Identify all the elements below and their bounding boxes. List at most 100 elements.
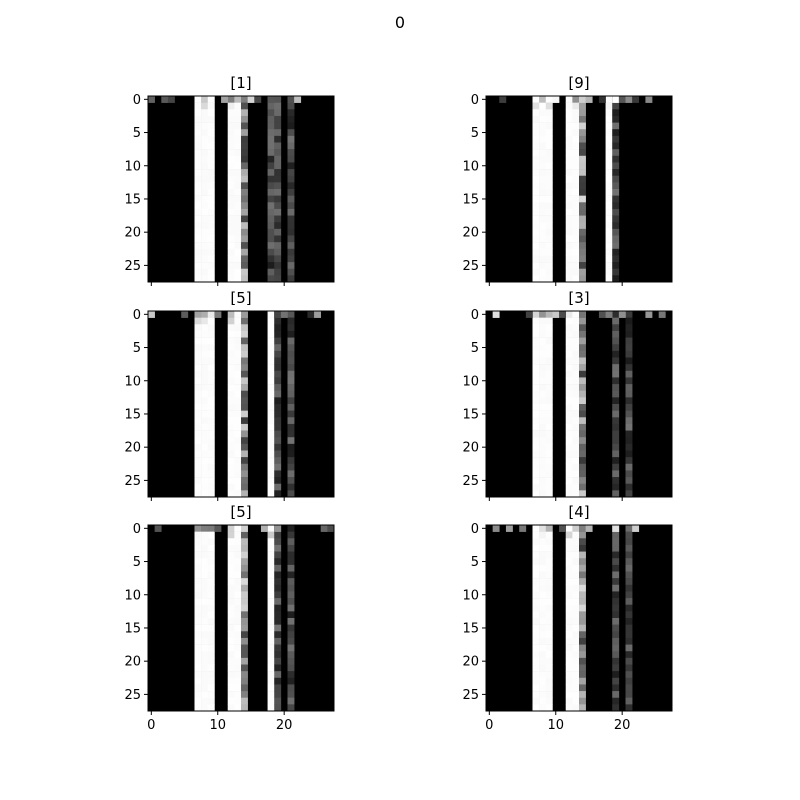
heatmap-cell	[241, 182, 248, 190]
heatmap-cell	[625, 324, 633, 332]
heatmap-cell	[565, 162, 573, 170]
heatmap-cell	[539, 410, 547, 418]
heatmap-cell	[532, 129, 540, 137]
heatmap-cell	[241, 571, 248, 579]
heatmap-cell	[579, 235, 586, 243]
heatmap-cell	[274, 202, 282, 210]
heatmap-cell	[565, 457, 573, 465]
heatmap-cell	[572, 631, 580, 639]
heatmap-cell	[227, 337, 235, 345]
heatmap-cell	[532, 228, 540, 236]
heatmap-cell	[579, 525, 586, 532]
heatmap-cell	[572, 370, 580, 378]
heatmap-cell	[579, 644, 586, 652]
heatmap-cell	[539, 684, 547, 692]
heatmap-cell	[579, 122, 586, 130]
heatmap-cell	[227, 397, 235, 405]
heatmap-cell	[227, 490, 235, 498]
heatmap-cell	[565, 691, 573, 699]
heatmap-cell	[612, 162, 620, 170]
heatmap-cell	[267, 664, 275, 672]
heatmap-cell	[532, 317, 540, 325]
heatmap-cell	[532, 350, 540, 358]
heatmap-cell	[545, 490, 553, 498]
heatmap-cell	[565, 684, 573, 692]
y-tick-label: 5	[133, 126, 141, 141]
heatmap-cell	[612, 531, 620, 539]
heatmap-cell	[612, 671, 620, 679]
heatmap-cell	[287, 370, 295, 378]
heatmap-cell	[234, 604, 242, 612]
heatmap-cell	[605, 129, 613, 137]
heatmap-cell	[227, 571, 235, 579]
heatmap-cell	[579, 457, 586, 465]
y-tick-label: 10	[124, 588, 141, 603]
heatmap-cell	[287, 129, 295, 137]
heatmap-cell	[545, 578, 553, 586]
y-tick-label: 20	[462, 441, 479, 456]
heatmap-cell	[194, 357, 202, 365]
heatmap-cell	[612, 584, 620, 592]
heatmap-cell	[545, 443, 553, 451]
heatmap-cell	[612, 651, 620, 659]
heatmap-cell	[274, 235, 282, 243]
heatmap-cell	[201, 364, 209, 372]
heatmap-cell	[207, 189, 215, 196]
heatmap-cell	[532, 377, 540, 385]
heatmap-cell	[612, 129, 620, 137]
heatmap-cell	[201, 96, 209, 103]
heatmap-cell	[605, 115, 613, 123]
heatmap-cell	[287, 430, 295, 438]
heatmap-cell	[274, 531, 282, 539]
heatmap-cell	[207, 544, 215, 552]
heatmap-cell	[287, 275, 295, 283]
heatmap-cell	[274, 324, 282, 332]
heatmap-cell	[545, 483, 553, 491]
heatmap-cell	[234, 457, 242, 465]
heatmap-cell	[572, 262, 580, 270]
heatmap-cell	[194, 410, 202, 418]
heatmap-cell	[274, 637, 282, 645]
heatmap-cell	[167, 96, 175, 103]
heatmap-cell	[579, 195, 586, 203]
heatmap-cell	[227, 330, 235, 338]
heatmap-cell	[612, 598, 620, 606]
heatmap-cell	[227, 390, 235, 398]
heatmap-cell	[207, 169, 215, 177]
heatmap-cell	[612, 169, 620, 177]
heatmap-cell	[194, 404, 202, 411]
heatmap-cell	[274, 248, 282, 256]
heatmap-cell	[207, 384, 215, 392]
heatmap-cell	[267, 457, 275, 465]
heatmap-cell	[287, 262, 295, 270]
x-tick-label: 0	[147, 718, 155, 733]
heatmap-cell	[532, 337, 540, 345]
heatmap-cell	[287, 364, 295, 372]
heatmap-cell	[234, 228, 242, 236]
heatmap-cell	[207, 657, 215, 665]
heatmap-cell	[274, 115, 282, 123]
heatmap-cell	[287, 228, 295, 236]
heatmap-cell	[585, 525, 593, 532]
heatmap-cell	[207, 437, 215, 445]
heatmap-cell	[287, 591, 295, 599]
heatmap-cell	[207, 275, 215, 283]
heatmap-cell	[565, 564, 573, 572]
heatmap-cell	[579, 275, 586, 283]
heatmap-cell	[234, 390, 242, 398]
heatmap-cell	[194, 142, 202, 150]
heatmap-cell	[612, 677, 620, 685]
heatmap-cell	[241, 664, 248, 672]
heatmap-cell	[579, 691, 586, 699]
x-tick-label: 20	[614, 718, 631, 733]
heatmap-cell	[545, 129, 553, 137]
heatmap-cell	[227, 525, 235, 532]
heatmap-cell	[201, 189, 209, 196]
heatmap-cell	[572, 384, 580, 392]
heatmap-cell	[207, 248, 215, 256]
heatmap-cell	[234, 169, 242, 177]
heatmap-cell	[612, 255, 620, 263]
heatmap-cell	[194, 631, 202, 639]
heatmap-cell	[565, 377, 573, 385]
heatmap-cell	[234, 558, 242, 566]
